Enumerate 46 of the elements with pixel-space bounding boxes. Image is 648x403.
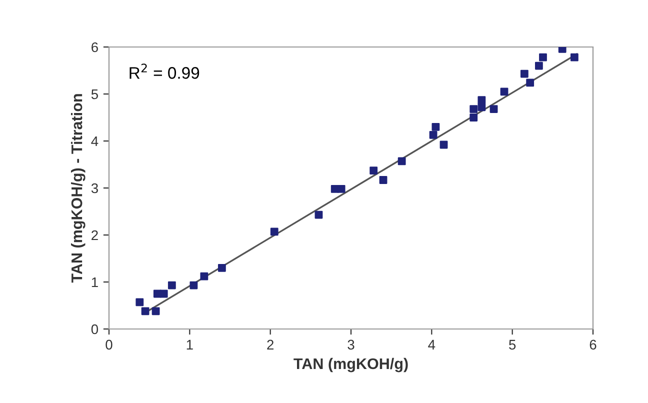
point	[152, 307, 160, 316]
point	[270, 228, 278, 236]
y-tick-label: 1	[92, 277, 98, 288]
point	[470, 114, 478, 122]
point	[160, 290, 168, 298]
point	[314, 210, 323, 219]
point	[490, 105, 498, 113]
x-tick-label: 4	[428, 340, 436, 350]
annotation: R$^{2}$ = 0.99	[130, 64, 200, 79]
point	[440, 140, 448, 149]
point	[168, 281, 176, 290]
point	[535, 62, 543, 70]
point	[200, 272, 208, 280]
point	[478, 96, 486, 104]
y-tick-label: 0	[91, 324, 98, 334]
point	[379, 176, 388, 184]
y-tick-label: 3	[91, 183, 98, 194]
point	[398, 157, 406, 166]
point	[470, 105, 478, 113]
point	[478, 103, 486, 112]
point	[570, 53, 578, 62]
point	[539, 53, 547, 62]
y-tick-label: 2	[92, 230, 98, 240]
point	[526, 78, 534, 87]
point	[520, 70, 528, 78]
point	[370, 166, 378, 175]
point	[337, 184, 346, 193]
x-tick-label: 3	[348, 340, 354, 350]
x-tick-label: 1	[186, 340, 193, 350]
point	[558, 47, 566, 53]
y-tick-label: 4	[91, 136, 98, 146]
point	[429, 130, 438, 139]
x-tick-label: 6	[590, 340, 596, 350]
point	[141, 307, 150, 316]
y-tick-label: 6	[92, 42, 98, 52]
point	[218, 264, 226, 272]
y-axis-title: TAN (mgKOH/g) - Titration	[70, 94, 86, 283]
point	[190, 281, 198, 290]
x-tick-label: 5	[509, 340, 516, 350]
point	[432, 122, 440, 131]
x-tick-label: 0	[106, 340, 112, 350]
x-tick-label: 2	[267, 340, 274, 350]
x-axis-title: TAN (mgKOH/g)	[294, 358, 408, 372]
y-tick-label: 5	[91, 89, 98, 100]
point	[136, 298, 144, 306]
point	[500, 88, 508, 96]
